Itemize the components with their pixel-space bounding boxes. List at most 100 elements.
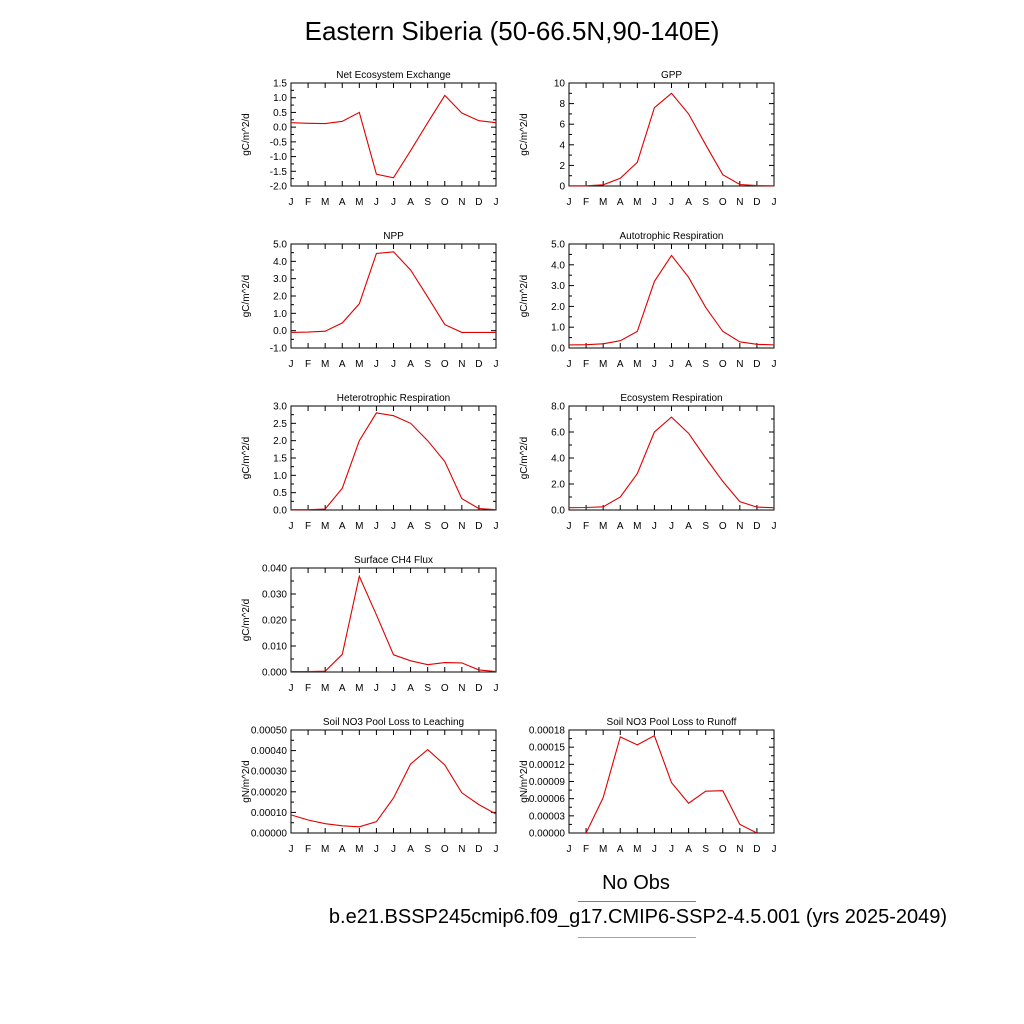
y-tick-label: 2.0: [551, 480, 565, 491]
y-tick-label: 2.0: [551, 302, 565, 313]
x-tick-label: M: [321, 844, 329, 855]
y-tick-label: 0.00000: [529, 829, 566, 840]
x-tick-label: A: [685, 844, 692, 855]
y-tick-label: 0.00012: [529, 760, 566, 771]
y-tick-label: 0.0: [273, 326, 287, 337]
y-axis-label: gC/m^2/d: [519, 113, 530, 156]
x-tick-label: F: [583, 521, 589, 532]
x-tick-label: J: [374, 844, 379, 855]
x-tick-label: A: [407, 359, 414, 370]
x-tick-label: J: [669, 521, 674, 532]
x-tick-label: S: [424, 521, 431, 532]
panel-title: NPP: [383, 231, 404, 242]
x-tick-label: M: [633, 359, 641, 370]
legend-obs-label: No Obs: [602, 872, 670, 894]
x-tick-label: J: [494, 844, 499, 855]
y-tick-label: 0.00009: [529, 777, 566, 788]
x-tick-label: M: [355, 359, 363, 370]
plot-frame: [290, 729, 497, 834]
x-tick-label: J: [772, 521, 777, 532]
x-tick-label: S: [702, 197, 709, 208]
x-tick-label: J: [652, 197, 657, 208]
x-tick-label: D: [753, 197, 760, 208]
y-tick-label: 5.0: [273, 240, 287, 251]
x-tick-label: M: [355, 683, 363, 694]
x-tick-label: F: [305, 844, 311, 855]
x-tick-label: J: [374, 197, 379, 208]
x-tick-label: S: [702, 521, 709, 532]
series-line: [568, 254, 775, 346]
x-tick-label: M: [633, 197, 641, 208]
series-line: [291, 574, 497, 673]
x-tick-label: N: [458, 197, 465, 208]
y-tick-label: 3.0: [273, 402, 287, 413]
y-tick-label: -1.0: [270, 152, 288, 163]
panel-title: Soil NO3 Pool Loss to Leaching: [323, 717, 464, 728]
x-tick-label: A: [407, 197, 414, 208]
x-tick-label: A: [339, 683, 346, 694]
x-tick-label: J: [494, 521, 499, 532]
x-tick-label: J: [772, 844, 777, 855]
x-tick-label: J: [374, 683, 379, 694]
plot-frame: [290, 567, 497, 673]
panel-title: Heterotrophic Respiration: [337, 393, 450, 404]
x-tick-label: A: [407, 844, 414, 855]
chart-panel: Soil NO3 Pool Loss to LeachinggN/m^2/d0.…: [241, 717, 499, 855]
x-tick-label: J: [391, 683, 396, 694]
x-tick-label: M: [355, 521, 363, 532]
y-tick-label: 0.00000: [251, 829, 288, 840]
x-tick-label: M: [355, 197, 363, 208]
x-tick-label: J: [669, 197, 674, 208]
y-tick-label: 0: [559, 182, 565, 193]
x-tick-label: F: [583, 197, 589, 208]
y-tick-label: 0.00018: [529, 726, 566, 737]
x-tick-label: F: [305, 683, 311, 694]
x-tick-label: J: [567, 359, 572, 370]
x-tick-label: J: [391, 521, 396, 532]
panel-title: Surface CH4 Flux: [354, 555, 433, 566]
x-tick-label: J: [494, 683, 499, 694]
chart-panel: Surface CH4 Flux gC/m^2/d 0.040 0.030 0.020 0…: [241, 555, 499, 694]
x-tick-label: J: [567, 844, 572, 855]
x-tick-label: N: [458, 359, 465, 370]
y-tick-label: 1.0: [273, 471, 287, 482]
chart-panel: Net Ecosystem Exchange gC/m^2/d 1.5 1.0 0.5 0…: [241, 70, 499, 208]
x-tick-label: F: [305, 521, 311, 532]
series-line: [290, 748, 497, 828]
plot-frame: [290, 405, 497, 511]
x-tick-label: F: [305, 197, 311, 208]
x-tick-label: J: [669, 359, 674, 370]
y-tick-label: 5.0: [551, 240, 565, 251]
x-tick-label: D: [475, 521, 482, 532]
x-tick-label: J: [289, 359, 294, 370]
plot-frame: [568, 405, 775, 511]
x-tick-label: J: [567, 197, 572, 208]
panel-title: Soil NO3 Pool Loss to Runoff: [607, 717, 737, 728]
series-line: [291, 412, 497, 511]
x-tick-label: A: [339, 359, 346, 370]
y-tick-label: 10: [554, 79, 566, 90]
x-tick-label: J: [374, 359, 379, 370]
y-tick-label: 0.0: [551, 344, 565, 355]
x-tick-label: J: [567, 521, 572, 532]
y-tick-label: 4: [559, 140, 565, 151]
x-tick-label: D: [753, 844, 760, 855]
x-tick-label: N: [736, 359, 743, 370]
y-tick-label: 0.000: [262, 668, 287, 679]
x-tick-label: J: [669, 844, 674, 855]
x-tick-label: M: [599, 844, 607, 855]
x-tick-label: A: [685, 359, 692, 370]
x-tick-label: N: [736, 521, 743, 532]
x-tick-label: O: [441, 197, 449, 208]
panel-title: GPP: [661, 70, 682, 81]
x-tick-label: A: [407, 521, 414, 532]
x-tick-label: S: [424, 683, 431, 694]
y-tick-label: 6.0: [551, 428, 565, 439]
y-tick-label: 1.0: [273, 309, 287, 320]
y-tick-label: 0.00010: [251, 808, 288, 819]
x-tick-label: J: [289, 683, 294, 694]
x-tick-label: O: [441, 683, 449, 694]
